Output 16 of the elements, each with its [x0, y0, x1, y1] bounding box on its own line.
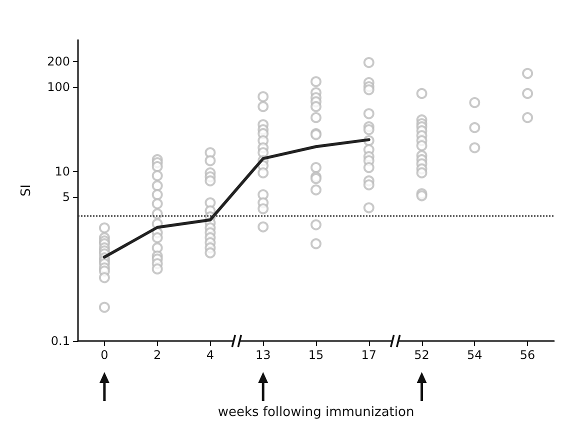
- y-tick-label: 0.1: [50, 334, 70, 348]
- y-tick-label: 5: [62, 190, 70, 204]
- y-tick-label: 10: [54, 164, 70, 179]
- x-tick-label: 2: [154, 348, 162, 362]
- y-tick-label: 100: [47, 80, 70, 94]
- y-tick-label: 200: [47, 54, 70, 69]
- x-tick-label: 0: [100, 348, 108, 362]
- x-axis-title: weeks following immunization: [218, 405, 414, 420]
- x-tick-label: 15: [308, 348, 324, 362]
- y-axis-title: SI: [19, 184, 34, 197]
- x-tick-label: 13: [255, 348, 271, 362]
- x-tick-label: 4: [206, 348, 214, 362]
- x-tick-label: 54: [467, 348, 482, 362]
- x-tick-label: 56: [520, 348, 536, 362]
- x-tick-label: 17: [361, 348, 377, 362]
- x-tick-label: 52: [414, 348, 430, 362]
